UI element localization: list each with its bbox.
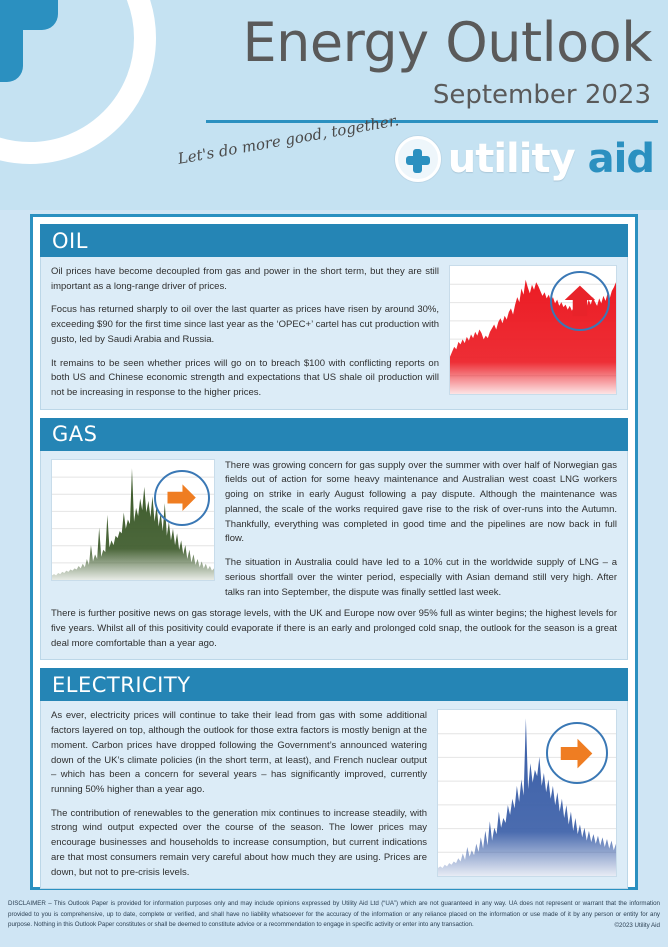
arrow-up-icon xyxy=(564,285,596,317)
page-subtitle: September 2023 xyxy=(432,80,651,110)
page-title: Energy Outlook xyxy=(242,11,653,74)
gas-paragraph-2: The situation in Australia could have le… xyxy=(225,557,617,598)
section-header-oil: OIL xyxy=(40,224,628,257)
arrow-right-icon xyxy=(561,738,593,769)
gas-text-column: There was growing concern for gas supply… xyxy=(225,459,617,600)
plus-circle-icon xyxy=(394,136,441,182)
page-footer: DISCLAIMER – This Outlook Paper is provi… xyxy=(0,896,668,947)
oil-price-chart xyxy=(449,265,617,395)
electricity-paragraph-2: The contribution of renewables to the ge… xyxy=(51,807,427,878)
section-body-oil: Oil prices have become decoupled from ga… xyxy=(40,257,628,410)
trend-flat-badge-gas xyxy=(154,469,210,526)
brand-name-primary: utility xyxy=(447,136,576,182)
arrow-right-icon xyxy=(167,484,197,512)
section-body-electricity: As ever, electricity prices will continu… xyxy=(40,701,628,890)
section-title-oil: OIL xyxy=(52,228,88,253)
oil-paragraph-1: Oil prices have become decoupled from ga… xyxy=(51,266,439,292)
electricity-price-chart xyxy=(437,709,617,878)
electricity-paragraph-1: As ever, electricity prices will continu… xyxy=(51,710,427,795)
trend-up-badge-oil xyxy=(550,271,610,331)
gas-paragraph-1: There was growing concern for gas supply… xyxy=(225,459,617,545)
oil-text-column: Oil prices have become decoupled from ga… xyxy=(51,265,439,401)
oil-paragraph-2: Focus has returned sharply to oil over t… xyxy=(51,304,439,345)
content-panel: OIL Oil prices have become decoupled fro… xyxy=(30,214,638,890)
disclaimer-text: DISCLAIMER – This Outlook Paper is provi… xyxy=(8,900,660,929)
section-title-electricity: ELECTRICITY xyxy=(52,672,191,697)
brand-logo: utility aid xyxy=(394,136,655,182)
electricity-text-column: As ever, electricity prices will continu… xyxy=(51,709,427,880)
section-title-gas: GAS xyxy=(52,422,98,447)
copyright-text: ©2023 Utility Aid xyxy=(614,921,661,929)
brand-name-secondary: aid xyxy=(587,136,655,182)
section-electricity: ELECTRICITY As ever, electricity prices … xyxy=(40,668,628,890)
logo-cross-decoration xyxy=(0,0,58,82)
page-header: Energy Outlook September 2023 Let's do m… xyxy=(0,0,668,210)
section-gas: GAS There was growing concern for gas su… xyxy=(40,417,628,661)
trend-flat-badge-electricity xyxy=(546,722,608,785)
header-divider xyxy=(206,120,658,123)
gas-paragraph-3: There is further positive news on gas st… xyxy=(51,608,617,649)
oil-paragraph-3: It remains to be seen whether prices wil… xyxy=(51,357,439,399)
section-header-electricity: ELECTRICITY xyxy=(40,668,628,702)
section-oil: OIL Oil prices have become decoupled fro… xyxy=(40,224,628,410)
gas-price-chart xyxy=(51,458,215,581)
section-body-gas: There was growing concern for gas supply… xyxy=(40,450,628,661)
section-header-gas: GAS xyxy=(40,417,628,451)
